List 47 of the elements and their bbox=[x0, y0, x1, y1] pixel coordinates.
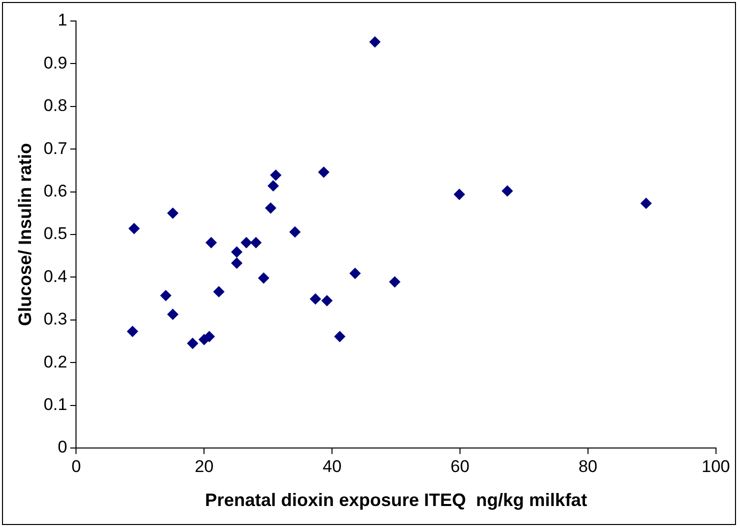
y-axis-title: Glucose/ Insulin ratio bbox=[14, 142, 35, 326]
x-tick-label: 80 bbox=[578, 456, 598, 476]
point bbox=[318, 166, 330, 178]
point bbox=[240, 237, 252, 248]
point bbox=[350, 268, 361, 279]
point bbox=[310, 293, 321, 304]
point bbox=[454, 188, 465, 200]
point bbox=[389, 276, 400, 288]
y-tick-label: 0.9 bbox=[44, 53, 68, 72]
point bbox=[231, 246, 242, 258]
point bbox=[213, 286, 224, 298]
point bbox=[160, 290, 172, 302]
x-tick-label: 40 bbox=[322, 456, 342, 476]
point bbox=[334, 331, 346, 342]
point bbox=[204, 331, 215, 342]
point bbox=[502, 185, 513, 196]
point bbox=[258, 272, 270, 284]
y-tick-label: 0.7 bbox=[44, 138, 68, 158]
point bbox=[127, 326, 138, 337]
point bbox=[187, 338, 198, 349]
point bbox=[640, 198, 652, 209]
y-tick-label: 0.4 bbox=[44, 266, 68, 286]
point bbox=[206, 237, 217, 248]
x-axis-title: Prenatal dioxin exposure ITEQ ng/kg milkfat bbox=[204, 490, 588, 510]
y-tick-label: 0.3 bbox=[44, 310, 68, 329]
y-tick-label: 0.1 bbox=[44, 394, 68, 414]
point bbox=[270, 170, 282, 181]
y-tick-label: 0.6 bbox=[44, 181, 68, 200]
point bbox=[321, 295, 332, 306]
point bbox=[128, 223, 140, 234]
point bbox=[369, 36, 380, 48]
point bbox=[167, 308, 178, 320]
y-tick-label: 0.8 bbox=[44, 96, 68, 116]
x-tick-label: 60 bbox=[450, 456, 470, 476]
x-tick-label: 100 bbox=[702, 456, 730, 476]
point bbox=[289, 226, 300, 238]
point bbox=[250, 237, 262, 248]
y-tick-label: 0.2 bbox=[44, 352, 68, 372]
x-tick-label: 0 bbox=[72, 456, 81, 476]
point bbox=[265, 202, 276, 214]
point bbox=[167, 208, 178, 219]
y-tick-label: 0.5 bbox=[44, 224, 68, 244]
point bbox=[268, 180, 279, 192]
y-tick-label: 0 bbox=[58, 438, 68, 457]
y-tick-label: 1 bbox=[58, 10, 68, 30]
point bbox=[231, 258, 242, 269]
x-tick-label: 20 bbox=[194, 456, 214, 476]
